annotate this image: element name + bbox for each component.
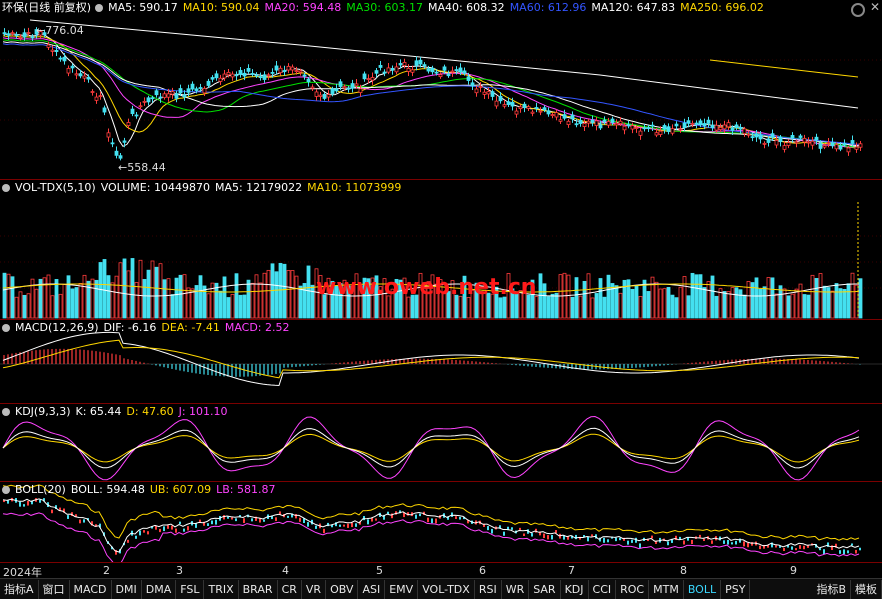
gear-icon[interactable]: [851, 3, 865, 17]
volume-chart[interactable]: [0, 180, 882, 320]
tab-macd[interactable]: MACD: [70, 579, 112, 599]
boll-title: BOLL(20): [15, 483, 66, 496]
high-price-label: ←776.04: [36, 24, 84, 37]
close-icon[interactable]: ✕: [869, 0, 880, 14]
watermark-text: www.oweb.net.cn: [316, 275, 537, 300]
indicator-tab-bar: 指标A 窗口 MACD DMI DMA FSL TRIX BRAR CR VR OBV ASI EMV V…: [0, 578, 882, 599]
vol-ma5: MA5: 12179022: [214, 181, 303, 194]
tab-cr[interactable]: CR: [278, 579, 302, 599]
high-price-value: 776.04: [45, 24, 84, 37]
chart-title: 环保(日线 前复权): [2, 1, 92, 14]
tab-asi[interactable]: ASI: [358, 579, 386, 599]
vol-title: VOL-TDX(5,10): [15, 181, 96, 194]
x-tick-label: 4: [282, 564, 289, 577]
volume-header: VOL-TDX(5,10) VOLUME: 10449870 MA5: 121790…: [2, 181, 406, 195]
kdj-panel[interactable]: KDJ(9,3,3) K: 65.44 D: 47.60 J: 101.10: [0, 404, 882, 482]
macd-title: MACD(12,26,9): [15, 321, 99, 334]
kdj-title: KDJ(9,3,3): [15, 405, 71, 418]
ma120-label: MA120: 647.83: [591, 1, 676, 14]
boll-mid: BOLL: 594.48: [70, 483, 145, 496]
kdj-header: KDJ(9,3,3) K: 65.44 D: 47.60 J: 101.10: [2, 405, 233, 419]
x-tick-label: 2024年: [3, 566, 42, 579]
x-tick-label: 7: [568, 564, 575, 577]
x-tick-label: 2: [103, 564, 110, 577]
kdj-chart[interactable]: [0, 404, 882, 482]
macd-dif: DIF: -6.16: [103, 321, 157, 334]
settings-dot-icon[interactable]: [2, 486, 10, 494]
x-tick-label: 8: [680, 564, 687, 577]
tab-vr[interactable]: VR: [302, 579, 327, 599]
tab-trix[interactable]: TRIX: [204, 579, 239, 599]
x-tick-label: 9: [790, 564, 797, 577]
tab-brar[interactable]: BRAR: [239, 579, 278, 599]
boll-chart[interactable]: [0, 482, 882, 562]
ma250-label: MA250: 696.02: [680, 1, 764, 14]
x-tick-label: 3: [176, 564, 183, 577]
tab-obv[interactable]: OBV: [326, 579, 359, 599]
x-tick-label: 6: [479, 564, 486, 577]
macd-header: MACD(12,26,9) DIF: -6.16 DEA: -7.41 MACD: 2…: [2, 321, 295, 335]
tab-right-1[interactable]: 模板: [851, 579, 882, 599]
x-tick-label: 5: [376, 564, 383, 577]
x-axis: 2024年 2 3 4 5 6 7 8 9: [0, 562, 882, 579]
vol-value: VOLUME: 10449870: [100, 181, 210, 194]
tab-psy[interactable]: PSY: [721, 579, 751, 599]
tab-kdj[interactable]: KDJ: [561, 579, 589, 599]
tab-roc[interactable]: ROC: [616, 579, 650, 599]
boll-header: BOLL(20) BOLL: 594.48 UB: 607.09 LB: 581.87: [2, 483, 281, 497]
tab-dma[interactable]: DMA: [142, 579, 177, 599]
settings-dot-icon[interactable]: [2, 408, 10, 416]
tab-right-0[interactable]: 指标B: [812, 579, 851, 599]
settings-dot-icon[interactable]: [2, 184, 10, 192]
boll-ub: UB: 607.09: [149, 483, 212, 496]
macd-chart[interactable]: [0, 320, 882, 404]
volume-panel[interactable]: VOL-TDX(5,10) VOLUME: 10449870 MA5: 121790…: [0, 180, 882, 320]
tab-boll[interactable]: BOLL: [684, 579, 722, 599]
kdj-k: K: 65.44: [75, 405, 122, 418]
ma30-label: MA30: 603.17: [346, 1, 423, 14]
kdj-d: D: 47.60: [126, 405, 174, 418]
tab-wr[interactable]: WR: [502, 579, 530, 599]
price-header: 环保(日线 前复权) MA5: 590.17 MA10: 590.04 MA20: 5…: [2, 1, 769, 15]
macd-dea: DEA: -7.41: [161, 321, 220, 334]
boll-panel[interactable]: BOLL(20) BOLL: 594.48 UB: 607.09 LB: 581.87: [0, 482, 882, 562]
macd-panel[interactable]: MACD(12,26,9) DIF: -6.16 DEA: -7.41 MACD: 2…: [0, 320, 882, 404]
tab-sar[interactable]: SAR: [529, 579, 561, 599]
boll-lb: LB: 581.87: [216, 483, 276, 496]
tab-cci[interactable]: CCI: [589, 579, 617, 599]
ma5-label: MA5: 590.17: [108, 1, 178, 14]
vol-ma10: MA10: 11073999: [307, 181, 402, 194]
tab-dmi[interactable]: DMI: [112, 579, 142, 599]
macd-value: MACD: 2.52: [224, 321, 290, 334]
ma10-label: MA10: 590.04: [182, 1, 260, 14]
tab-rsi[interactable]: RSI: [475, 579, 502, 599]
ma60-label: MA60: 612.96: [509, 1, 587, 14]
tab-窗口[interactable]: 窗口: [39, 579, 70, 599]
settings-dot-icon[interactable]: [95, 4, 104, 12]
ma20-label: MA20: 594.48: [264, 1, 342, 14]
tab-vol-tdx[interactable]: VOL-TDX: [418, 579, 475, 599]
price-chart[interactable]: [0, 0, 882, 180]
low-price-value: 558.44: [127, 161, 166, 174]
price-panel[interactable]: 环保(日线 前复权) MA5: 590.17 MA10: 590.04 MA20: 5…: [0, 0, 882, 180]
tab-emv[interactable]: EMV: [385, 579, 419, 599]
settings-dot-icon[interactable]: [2, 324, 10, 332]
tab-指标a[interactable]: 指标A: [0, 579, 39, 599]
tab-mtm[interactable]: MTM: [649, 579, 684, 599]
ma40-label: MA40: 608.32: [427, 1, 505, 14]
kdj-j: J: 101.10: [178, 405, 228, 418]
tab-fsl[interactable]: FSL: [176, 579, 205, 599]
low-price-label: ←558.44: [118, 161, 166, 174]
